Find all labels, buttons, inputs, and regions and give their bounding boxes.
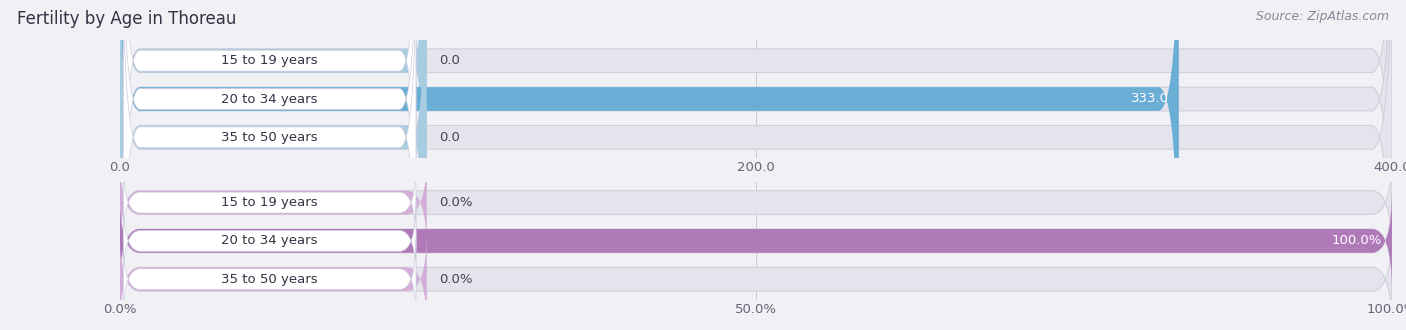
Text: Fertility by Age in Thoreau: Fertility by Age in Thoreau (17, 10, 236, 28)
FancyBboxPatch shape (124, 0, 416, 249)
FancyBboxPatch shape (124, 163, 416, 242)
FancyBboxPatch shape (120, 0, 427, 330)
FancyBboxPatch shape (120, 191, 1392, 290)
Text: 15 to 19 years: 15 to 19 years (221, 196, 318, 209)
FancyBboxPatch shape (124, 202, 416, 280)
FancyBboxPatch shape (120, 0, 1392, 330)
Text: 20 to 34 years: 20 to 34 years (221, 234, 318, 248)
FancyBboxPatch shape (120, 0, 427, 294)
Text: 35 to 50 years: 35 to 50 years (221, 131, 318, 144)
FancyBboxPatch shape (120, 0, 1178, 330)
FancyBboxPatch shape (120, 0, 1392, 330)
Text: 0.0: 0.0 (440, 54, 460, 67)
FancyBboxPatch shape (120, 230, 1392, 329)
Text: 0.0: 0.0 (440, 131, 460, 144)
Text: 100.0%: 100.0% (1331, 234, 1382, 248)
FancyBboxPatch shape (124, 0, 416, 326)
Text: 0.0%: 0.0% (440, 273, 472, 286)
Text: 20 to 34 years: 20 to 34 years (221, 92, 318, 106)
FancyBboxPatch shape (120, 153, 427, 252)
FancyBboxPatch shape (124, 0, 416, 288)
FancyBboxPatch shape (120, 153, 1392, 252)
FancyBboxPatch shape (120, 0, 1392, 294)
Text: Source: ZipAtlas.com: Source: ZipAtlas.com (1256, 10, 1389, 23)
Text: 35 to 50 years: 35 to 50 years (221, 273, 318, 286)
Text: 333.0: 333.0 (1130, 92, 1168, 106)
FancyBboxPatch shape (120, 191, 1392, 290)
Text: 0.0%: 0.0% (440, 196, 472, 209)
FancyBboxPatch shape (124, 240, 416, 318)
FancyBboxPatch shape (120, 230, 427, 329)
Text: 15 to 19 years: 15 to 19 years (221, 54, 318, 67)
